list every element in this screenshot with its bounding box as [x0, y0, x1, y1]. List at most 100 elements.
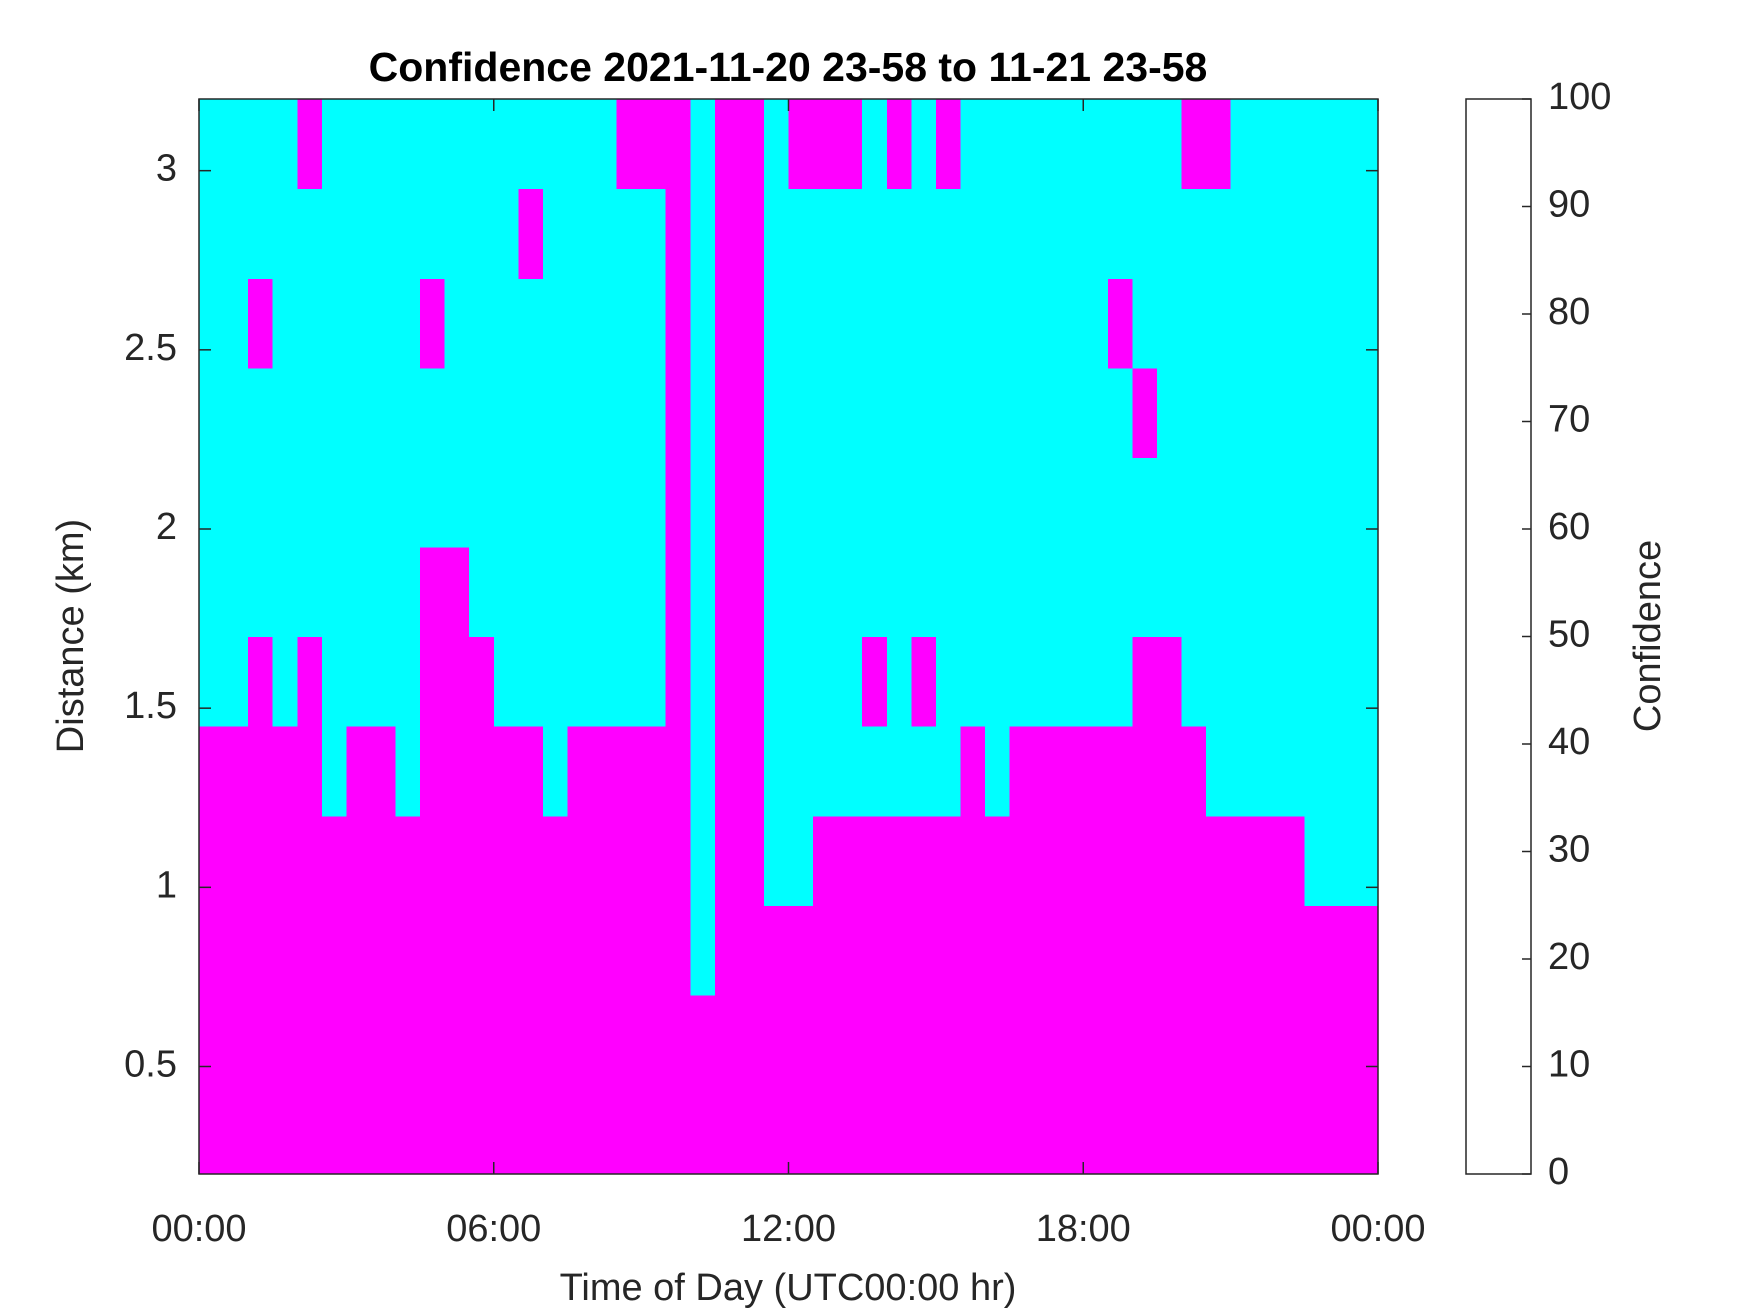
x-axis-title: Time of Day (UTC00:00 hr) [560, 1267, 1017, 1309]
heatmap-cell [813, 278, 839, 369]
heatmap-cell [297, 367, 323, 458]
heatmap-cell [321, 278, 347, 369]
heatmap-cell [1255, 278, 1281, 369]
heatmap-cell [1156, 546, 1183, 638]
heatmap-cell [542, 457, 569, 548]
heatmap-cell [518, 994, 544, 1086]
heatmap-cell [395, 367, 421, 458]
heatmap-cell [813, 905, 839, 996]
colorbar-title: Confidence [1627, 540, 1669, 732]
heatmap-cell [272, 1084, 298, 1175]
heatmap-cell [960, 726, 986, 817]
heatmap-cell [714, 815, 740, 906]
heatmap-cell [960, 905, 986, 996]
heatmap-cell [420, 367, 446, 458]
heatmap-cell [763, 367, 790, 458]
heatmap-cell [763, 278, 790, 369]
heatmap-cell [911, 905, 937, 996]
heatmap-cell [788, 546, 814, 638]
heatmap-cell [1206, 905, 1232, 996]
heatmap-cell [911, 1084, 937, 1175]
heatmap-cell [1034, 188, 1060, 279]
heatmap-cell [1279, 457, 1305, 548]
heatmap-cell [1034, 99, 1060, 190]
heatmap-cell [1279, 636, 1305, 727]
heatmap-cell [346, 636, 372, 727]
heatmap-cell [420, 1084, 446, 1175]
heatmap-cell [395, 815, 421, 906]
heatmap-cell [1279, 546, 1305, 638]
x-tick-label: 00:00 [1330, 1208, 1425, 1250]
heatmap-cell [1058, 99, 1084, 190]
heatmap-cell [1009, 367, 1035, 458]
heatmap-cell [714, 188, 740, 279]
heatmap-cell [272, 367, 298, 458]
heatmap-cell [1328, 1084, 1355, 1175]
heatmap-cell [1255, 457, 1281, 548]
heatmap-cell [297, 815, 323, 906]
heatmap-cell [1058, 278, 1084, 369]
heatmap-cell [1009, 636, 1035, 727]
heatmap-cell [714, 367, 740, 458]
heatmap-cell [911, 99, 937, 190]
heatmap-cell [1230, 546, 1256, 638]
heatmap-cell [493, 188, 519, 279]
heatmap-cell [739, 278, 765, 369]
heatmap-cell [518, 188, 544, 279]
heatmap-cell [960, 994, 986, 1086]
heatmap-cell [1058, 457, 1084, 548]
heatmap-cell [763, 815, 790, 906]
heatmap-cell [690, 905, 716, 996]
heatmap-cell [935, 905, 962, 996]
heatmap-cell [1279, 1084, 1305, 1175]
heatmap-cell [248, 99, 274, 190]
heatmap-cell [813, 726, 839, 817]
heatmap-cell [911, 815, 937, 906]
heatmap-cell [542, 994, 569, 1086]
heatmap-cell [665, 546, 691, 638]
heatmap-cell [444, 636, 470, 727]
heatmap-cell [985, 994, 1011, 1086]
heatmap-cell [690, 726, 716, 817]
heatmap-cell [321, 994, 347, 1086]
heatmap-cell [665, 367, 691, 458]
heatmap-cell [862, 994, 888, 1086]
heatmap-cell [813, 188, 839, 279]
heatmap-cell [1181, 367, 1207, 458]
heatmap-cell [616, 278, 642, 369]
heatmap-cell [1304, 726, 1330, 817]
heatmap-cell [960, 636, 986, 727]
heatmap-cell [420, 726, 446, 817]
heatmap-cell [346, 99, 372, 190]
heatmap-cell [1083, 367, 1109, 458]
heatmap-cell [1107, 815, 1133, 906]
heatmap-cell [788, 367, 814, 458]
heatmap-cell [592, 188, 618, 279]
heatmap-cell [1230, 994, 1256, 1086]
heatmap-cell [1353, 905, 1379, 996]
heatmap-cell [321, 367, 347, 458]
heatmap-cell [370, 905, 397, 996]
heatmap-cell [886, 457, 912, 548]
colorbar [1465, 98, 1532, 1175]
heatmap-cell [1304, 1084, 1330, 1175]
heatmap-cell [911, 457, 937, 548]
colorbar-tick-label: 10 [1548, 1044, 1590, 1086]
heatmap-cell [1156, 278, 1183, 369]
heatmap-cell [370, 188, 397, 279]
heatmap-cell [542, 815, 569, 906]
heatmap-cell [567, 367, 593, 458]
heatmap-cell [862, 815, 888, 906]
heatmap-cell [444, 994, 470, 1086]
heatmap-cell [1107, 905, 1133, 996]
heatmap-cell [272, 726, 298, 817]
heatmap-cell [395, 457, 421, 548]
heatmap-cell [739, 726, 765, 817]
heatmap-cell [763, 188, 790, 279]
heatmap-cell [862, 636, 888, 727]
heatmap-cell [1132, 905, 1158, 996]
heatmap-cell [739, 994, 765, 1086]
heatmap-cell [518, 726, 544, 817]
heatmap-cell [1107, 546, 1133, 638]
heatmap-cell [493, 726, 519, 817]
